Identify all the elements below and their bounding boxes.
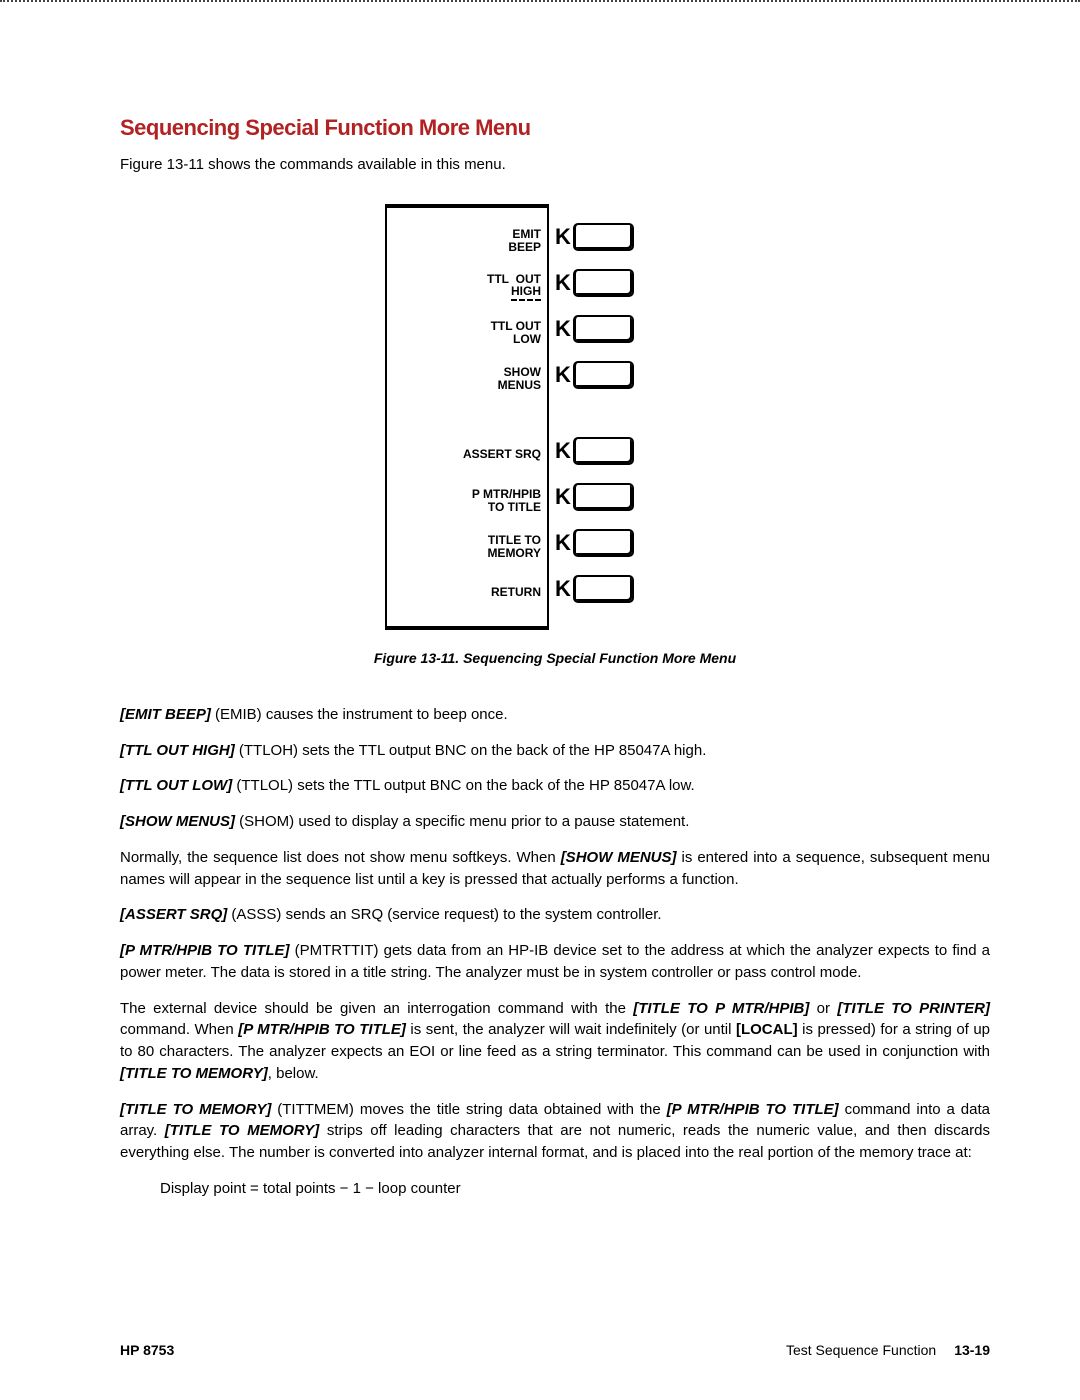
cmd-label: [LOCAL] [736, 1021, 798, 1038]
para-text: The external device should be given an i… [120, 1000, 633, 1017]
cmd-label: [TITLE TO MEMORY] [120, 1065, 268, 1082]
softkey-button[interactable] [573, 223, 634, 251]
menu-item: EMIT BEEP [508, 228, 541, 253]
menu-item: TTL OUTHIGH [487, 273, 541, 301]
intro-text: Figure 13-11 shows the commands availabl… [120, 154, 990, 176]
footer-right: Test Sequence Function 13-19 [786, 1340, 990, 1360]
cmd-label: [TITLE TO P MTR/HPIB] [633, 1000, 809, 1017]
menu-item: RETURN [491, 586, 541, 599]
cmd-label: [P MTR/HPIB TO TITLE] [120, 942, 290, 959]
arrow-icon: K [555, 578, 571, 600]
para-text: , below. [268, 1065, 319, 1082]
softkey-column: K K K K K K K K [549, 204, 634, 630]
softkey-button[interactable] [573, 269, 634, 297]
arrow-icon: K [555, 318, 571, 340]
page-footer: HP 8753 Test Sequence Function 13-19 [120, 1340, 990, 1360]
softkey-button[interactable] [573, 437, 634, 465]
cmd-label: [P MTR/HPIB TO TITLE] [238, 1021, 406, 1038]
cmd-label: [EMIT BEEP] [120, 706, 211, 723]
softkey-button[interactable] [573, 483, 634, 511]
arrow-icon: K [555, 532, 571, 554]
para-show-menus: [SHOW MENUS] (SHOM) used to display a sp… [120, 811, 990, 833]
cmd-label: [P MTR/HPIB TO TITLE] [667, 1101, 839, 1118]
section-title: Sequencing Special Function More Menu [120, 112, 990, 144]
cmd-label: [TTL OUT LOW] [120, 777, 232, 794]
softkey-button[interactable] [573, 361, 634, 389]
menu-diagram: EMIT BEEP TTL OUTHIGH TTL OUT LOW SHOW M… [385, 204, 725, 630]
para-show-menus-2: Normally, the sequence list does not sho… [120, 847, 990, 891]
para-ttl-low: [TTL OUT LOW] (TTLOL) sets the TTL outpu… [120, 775, 990, 797]
cmd-label: [SHOW MENUS] [561, 849, 677, 866]
para-text: Normally, the sequence list does not sho… [120, 849, 561, 866]
softkey-button[interactable] [573, 315, 634, 343]
arrow-icon: K [555, 486, 571, 508]
menu-item: TTL OUT LOW [491, 320, 541, 345]
para-text: (TTLOH) sets the TTL output BNC on the b… [235, 742, 707, 759]
para-ttl-high: [TTL OUT HIGH] (TTLOH) sets the TTL outp… [120, 740, 990, 762]
arrow-icon: K [555, 226, 571, 248]
cmd-label: [SHOW MENUS] [120, 813, 235, 830]
para-emit-beep: [EMIT BEEP] (EMIB) causes the instrument… [120, 704, 990, 726]
page-number: 13-19 [954, 1342, 990, 1358]
formula: Display point = total points − 1 − loop … [160, 1178, 990, 1200]
menu-item: P MTR/HPIB TO TITLE [472, 488, 541, 513]
cmd-label: [TTL OUT HIGH] [120, 742, 235, 759]
arrow-icon: K [555, 364, 571, 386]
para-text: (TTLOL) sets the TTL output BNC on the b… [232, 777, 694, 794]
para-text: (TITTMEM) moves the title string data ob… [271, 1101, 666, 1118]
para-text: (ASSS) sends an SRQ (service request) to… [227, 906, 661, 923]
footer-section: Test Sequence Function [786, 1342, 936, 1358]
menu-item: ASSERT SRQ [463, 448, 541, 461]
arrow-icon: K [555, 440, 571, 462]
softkey-button[interactable] [573, 575, 634, 603]
para-text: or [809, 1000, 837, 1017]
menu-item: TITLE TO MEMORY [487, 534, 541, 559]
arrow-icon: K [555, 272, 571, 294]
menu-box: EMIT BEEP TTL OUTHIGH TTL OUT LOW SHOW M… [385, 204, 549, 630]
cmd-label: [TITLE TO PRINTER] [837, 1000, 990, 1017]
footer-left: HP 8753 [120, 1340, 174, 1360]
para-external-device: The external device should be given an i… [120, 998, 990, 1085]
para-pmtr: [P MTR/HPIB TO TITLE] (PMTRTTIT) gets da… [120, 940, 990, 984]
figure-caption: Figure 13-11. Sequencing Special Functio… [120, 648, 990, 668]
cmd-label: [TITLE TO MEMORY] [165, 1122, 320, 1139]
menu-item: SHOW MENUS [498, 366, 541, 391]
para-text: is sent, the analyzer will wait indefini… [406, 1021, 736, 1038]
para-text: command. When [120, 1021, 238, 1038]
cmd-label: [TITLE TO MEMORY] [120, 1101, 271, 1118]
para-assert-srq: [ASSERT SRQ] (ASSS) sends an SRQ (servic… [120, 904, 990, 926]
softkey-button[interactable] [573, 529, 634, 557]
cmd-label: [ASSERT SRQ] [120, 906, 227, 923]
para-text: (SHOM) used to display a specific menu p… [235, 813, 689, 830]
para-text: (EMIB) causes the instrument to beep onc… [211, 706, 508, 723]
para-title-to-memory: [TITLE TO MEMORY] (TITTMEM) moves the ti… [120, 1099, 990, 1164]
